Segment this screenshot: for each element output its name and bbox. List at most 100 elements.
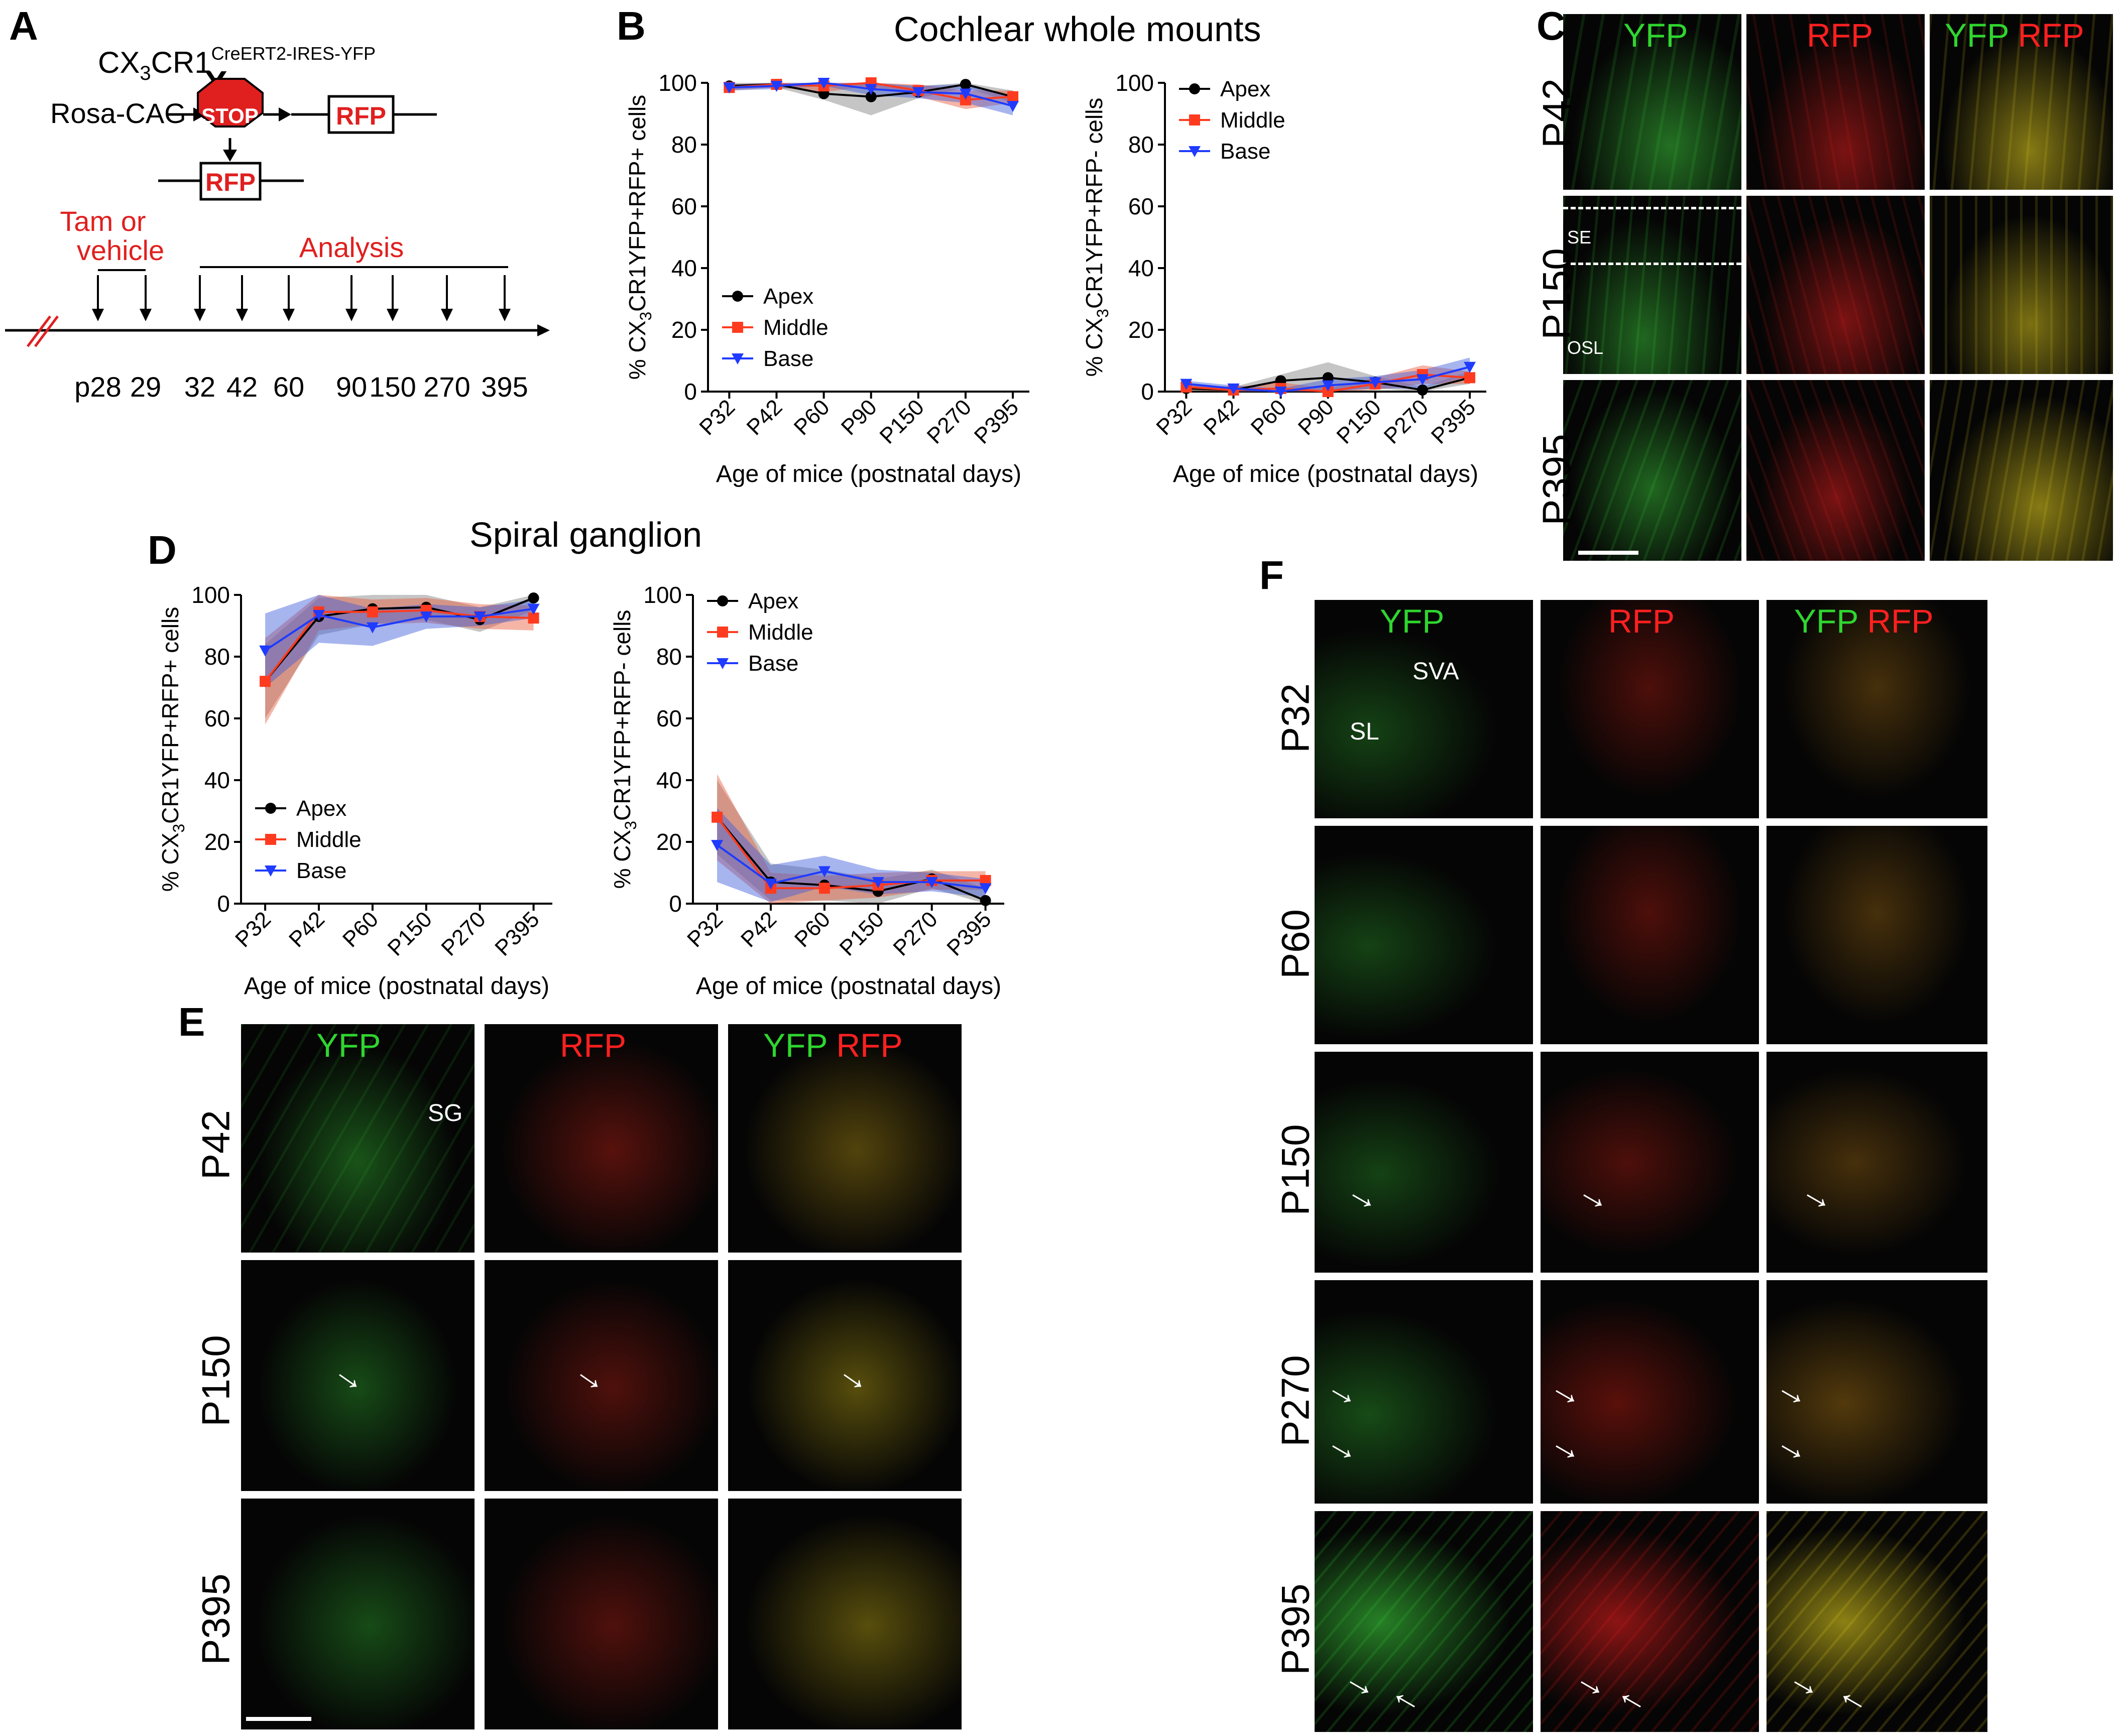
x-tick-label: P395 <box>490 907 544 960</box>
micrograph-texture <box>1315 1511 1533 1732</box>
panel-letter-f: F <box>1259 553 1284 597</box>
y-tick-label: 80 <box>204 644 230 670</box>
timepoint-label: 150 <box>369 371 416 403</box>
micrograph-texture <box>1766 1052 1987 1273</box>
x-tick-label: P32 <box>1151 395 1197 440</box>
micrograph-e-p42-yfp: YFP SG <box>241 1024 475 1253</box>
micrograph-e-p395-yfp <box>241 1499 475 1729</box>
y-tick-label: 80 <box>1128 132 1154 158</box>
channel-label-yfp: YFP <box>1623 17 1688 54</box>
legend-marker-middle <box>1189 114 1200 126</box>
micrograph-texture <box>1541 1052 1759 1273</box>
title-spiral: Spiral ganglion <box>469 515 702 554</box>
legend-label-apex: Apex <box>763 284 813 309</box>
micrograph-texture <box>1315 600 1533 818</box>
micrograph-e-p42-merge: YFP RFP <box>728 1024 962 1253</box>
y-tick-label: 20 <box>656 829 682 855</box>
stop-sign-icon <box>197 78 264 128</box>
micrograph-texture <box>1541 1511 1759 1732</box>
data-point-apex <box>980 895 991 906</box>
micrograph-e-p395-rfp <box>485 1499 718 1729</box>
arrow-icon <box>441 309 453 321</box>
micrograph-texture <box>1315 1052 1533 1273</box>
data-point-base <box>817 78 830 89</box>
micrograph-texture <box>1766 826 1987 1044</box>
timepoint-label: 395 <box>481 371 528 403</box>
data-point-base <box>872 877 884 888</box>
row-label-f-p395: P395 <box>1273 1583 1318 1675</box>
y-tick-label: 60 <box>1128 193 1154 219</box>
row-label-e-p150: P150 <box>193 1335 238 1427</box>
x-tick-label: P42 <box>1199 395 1244 440</box>
micrograph-c-p42-merge: YFP RFP <box>1930 14 2113 190</box>
timepoint-label: 32 <box>184 371 215 403</box>
annotation-osl: OSL <box>1567 337 1604 358</box>
legend-label-middle: Middle <box>1220 108 1285 133</box>
data-point-base <box>925 877 938 888</box>
data-point-base <box>711 840 724 851</box>
micrograph-texture <box>1766 600 1987 818</box>
legend-marker-base <box>1189 146 1201 157</box>
stop-text: STOP <box>201 104 259 128</box>
legend-marker-apex <box>265 803 276 814</box>
data-point-apex <box>528 592 539 604</box>
micrograph-c-p395-merge <box>1930 380 2113 561</box>
data-point-base <box>770 81 783 92</box>
series-line-base <box>264 607 534 652</box>
micrograph-e-p42-rfp: RFP <box>485 1024 718 1253</box>
x-tick-label: P270 <box>1379 395 1433 448</box>
data-point-base <box>420 611 432 623</box>
scale-bar <box>1578 551 1638 555</box>
timepoint-label: 270 <box>423 371 470 403</box>
legend-marker-middle <box>265 834 276 845</box>
panel-letter-c: C <box>1537 4 1566 48</box>
micrograph-texture <box>1766 1280 1987 1504</box>
x-axis-label: Age of mice (postnatal days) <box>244 973 549 1000</box>
micrograph-texture <box>1563 380 1741 561</box>
micrograph-texture <box>1746 14 1925 190</box>
x-tick-label: P90 <box>837 395 882 440</box>
y-tick-label: 20 <box>671 317 697 343</box>
x-tick-label: P395 <box>1427 395 1480 448</box>
arrow-icon <box>537 324 550 336</box>
x-tick-label: P32 <box>230 907 276 952</box>
y-tick-label: 100 <box>658 70 697 96</box>
x-tick-label: P150 <box>383 907 437 960</box>
merge-yfp-label: YFP <box>1794 602 1858 640</box>
data-point-middle <box>1464 372 1476 384</box>
arrow-icon <box>92 309 104 321</box>
micrograph-c-p150-rfp <box>1746 196 1925 374</box>
row-label-c-p42: P42 <box>1534 78 1579 148</box>
micrograph-texture <box>1563 196 1741 374</box>
merge-yfp-label: YFP <box>1945 17 2009 54</box>
y-tick-label: 40 <box>1128 255 1154 281</box>
confidence-band-middle <box>717 774 986 904</box>
y-tick-label: 20 <box>204 829 230 855</box>
arrow-icon <box>223 150 237 162</box>
confidence-band-base <box>717 808 986 902</box>
y-tick-label: 0 <box>217 891 230 917</box>
data-point-middle <box>367 606 378 617</box>
y-tick-label: 60 <box>671 193 697 219</box>
x-tick-label: P150 <box>875 395 929 448</box>
micrograph-e-p150-yfp: → <box>241 1260 475 1491</box>
legend-marker-apex <box>717 595 728 606</box>
chart-d-right: 0 20 40 60 80 100 P32 P42 P60 P150 P270 P395 % CX3CR… <box>609 582 1004 1000</box>
annotation-se: SE <box>1567 227 1592 247</box>
channel-label-rfp: RFP <box>1807 17 1873 54</box>
x-tick-label: P150 <box>1332 395 1386 448</box>
data-point-base <box>723 82 736 94</box>
legend-label-middle: Middle <box>748 620 813 645</box>
title-cochlear: Cochlear whole mounts <box>894 10 1261 49</box>
micrograph-e-p395-merge <box>728 1499 962 1729</box>
x-tick-label: P60 <box>1246 395 1291 440</box>
y-axis-label: % CX3CR1YFP+RFP- cells <box>1081 98 1112 377</box>
micrograph-f-p150-merge: → <box>1766 1052 1987 1273</box>
legend-label-middle: Middle <box>763 315 829 340</box>
row-label-c-p150: P150 <box>1534 248 1579 340</box>
timepoint-label: 90 <box>336 371 367 403</box>
legend-label-base: Base <box>748 651 798 676</box>
arrow-icon <box>236 309 248 321</box>
y-tick-label: 0 <box>669 891 682 917</box>
